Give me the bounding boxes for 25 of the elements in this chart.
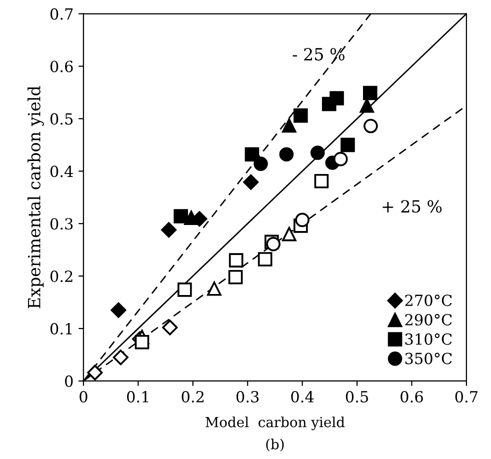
y-tick-label: 0.1 [50, 322, 72, 335]
x-tick-label: 0.3 [236, 390, 259, 403]
y-tick-label: 0.5 [50, 113, 73, 125]
y-tick-label: 0 [65, 375, 73, 387]
y-axis-title: Experimental carbon yield [28, 86, 44, 308]
annotation: - 25 % [292, 48, 344, 61]
x-tick-label: 0.6 [400, 390, 423, 403]
text: (b) [266, 438, 284, 452]
y-tick-label: 0.2 [50, 270, 72, 282]
x-tick-label: 0.2 [182, 390, 204, 403]
y-tick-label: 0.3 [50, 218, 73, 230]
x-tick-label: 0.4 [291, 390, 314, 403]
x-tick-label: 0 [80, 390, 88, 403]
x-tick-label: 0.1 [127, 390, 148, 403]
legend-label: 270°C [405, 294, 452, 306]
y-tick-label: 0.6 [50, 60, 73, 72]
y-tick-label: 0.7 [50, 8, 73, 20]
x-tick-label: 0.5 [346, 390, 368, 403]
legend-label: 290°C [405, 314, 452, 326]
legend-label: 310°C [405, 333, 452, 345]
x-axis-title: Model carbon yield [206, 416, 345, 430]
x-tick-label: 0.7 [455, 390, 478, 403]
legend-label: 350°C [405, 352, 452, 364]
y-tick-label: 0.4 [50, 166, 73, 178]
annotation: + 25 % [382, 200, 442, 213]
